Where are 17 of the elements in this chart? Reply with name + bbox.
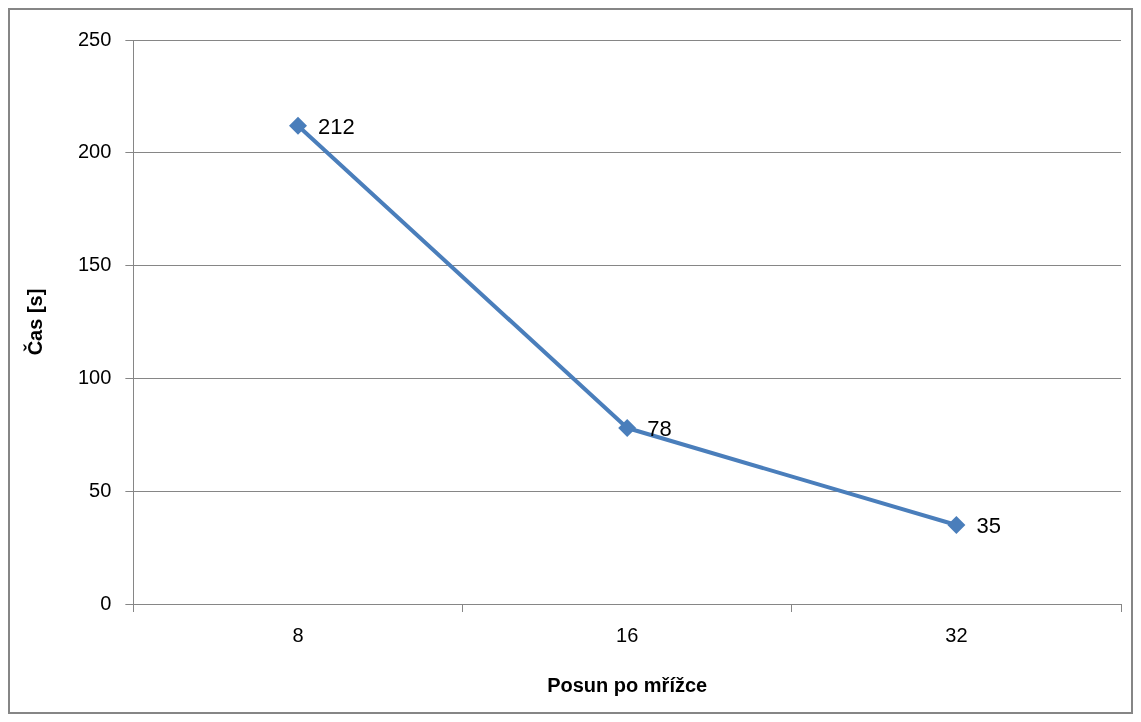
x-tick-label: 8 bbox=[292, 623, 304, 646]
point bbox=[618, 419, 637, 438]
y-tick-label: 100 bbox=[77, 365, 112, 388]
data-label: 212 bbox=[317, 113, 355, 139]
x-tick-label: 16 bbox=[616, 623, 639, 646]
y-tick-label: 250 bbox=[77, 27, 112, 50]
point bbox=[947, 516, 966, 535]
data-label: 78 bbox=[647, 416, 672, 442]
data-label: 35 bbox=[976, 513, 1001, 539]
x-tick-label: 32 bbox=[945, 623, 968, 646]
y-tick-label: 200 bbox=[77, 140, 112, 163]
y-tick-label: 0 bbox=[100, 591, 112, 614]
y-tick-label: 50 bbox=[89, 478, 112, 501]
y-tick-label: 150 bbox=[77, 253, 112, 276]
x-axis-title: Posun po mřížce bbox=[547, 673, 708, 696]
y-axis-title: Čas [s] bbox=[22, 288, 46, 356]
point bbox=[288, 116, 307, 135]
